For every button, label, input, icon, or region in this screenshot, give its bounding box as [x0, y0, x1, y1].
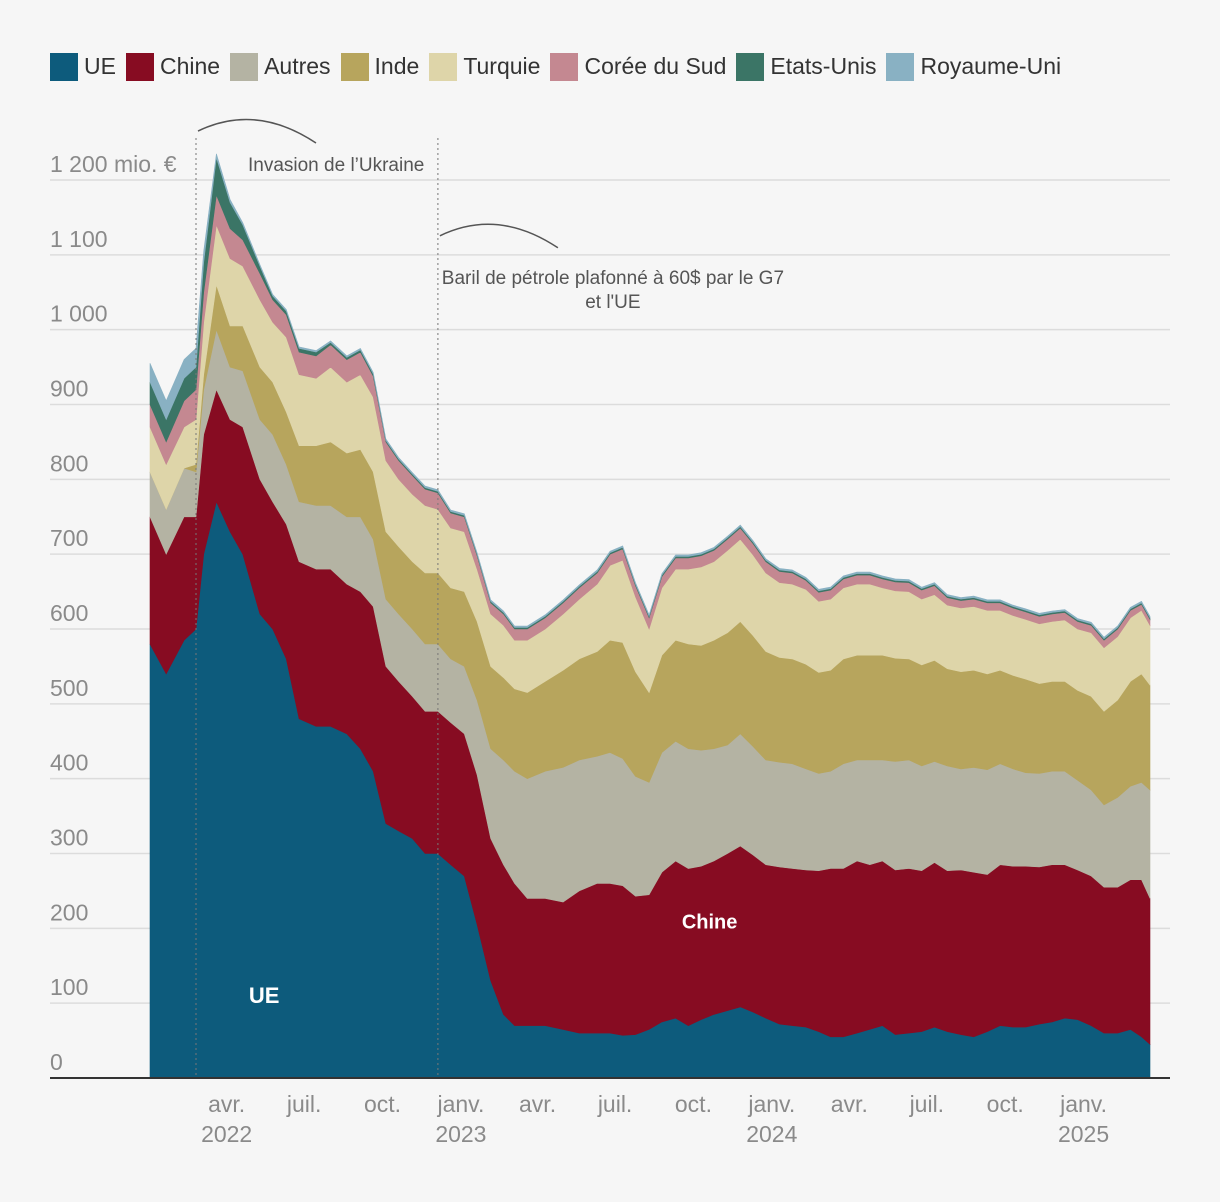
area-labels: UE Chine [249, 911, 738, 1008]
legend-swatch [230, 53, 259, 81]
x-tick-year: 2025 [1058, 1121, 1109, 1147]
x-tick-label: avr. [831, 1091, 868, 1117]
y-tick-label: 100 [50, 974, 88, 1000]
legend-swatch [550, 53, 579, 81]
area-label-Chine: Chine [682, 911, 738, 933]
legend-swatch [340, 53, 369, 81]
legend-label: Turquie [463, 53, 541, 79]
legend-item-6: Etats-Unis [736, 53, 877, 81]
y-tick-label: 800 [50, 450, 88, 476]
annotation-text: et l'UE [585, 292, 640, 313]
y-tick-label: 700 [50, 525, 88, 551]
y-tick-label: 1 100 [50, 226, 108, 252]
legend-swatch [886, 53, 915, 81]
x-tick-year: 2024 [746, 1121, 797, 1147]
legend-label: Chine [159, 53, 221, 79]
y-tick-label: 1 200 mio. € [50, 151, 177, 177]
y-tick-label: 0 [50, 1049, 63, 1075]
legend-label: Royaume-Uni [920, 53, 1062, 79]
y-tick-label: 600 [50, 600, 88, 626]
legend: UE Chine Autres Inde Turquie Corée du Sud Etat… [50, 50, 1160, 83]
legend-label: Etats-Unis [770, 53, 877, 79]
area-label-UE: UE [249, 983, 280, 1008]
x-axis: avr. 2022 juil. oct. janv. 2023 avr. juil. oct. j… [50, 1077, 1170, 1147]
legend-label: UE [84, 53, 116, 79]
x-tick-label: oct. [987, 1091, 1024, 1117]
legend-item-4: Turquie [429, 53, 541, 81]
legend-swatch [125, 53, 154, 81]
annotation-text: Invasion de l’Ukraine [248, 155, 424, 176]
legend-item-1: Chine [125, 53, 221, 81]
x-tick-label: oct. [675, 1091, 712, 1117]
x-tick-year: 2022 [201, 1121, 252, 1147]
y-axis: 0 100 200 300 400 500 600 700 800 900 1 000 1 100 1 … [50, 151, 177, 1075]
x-tick-label: juil. [597, 1091, 633, 1117]
legend-swatch [736, 53, 765, 81]
x-tick-label: juil. [286, 1091, 322, 1117]
legend-item-5: Corée du Sud [550, 53, 727, 81]
x-tick-label: janv. [747, 1091, 795, 1117]
y-tick-label: 500 [50, 675, 88, 701]
legend-label: Autres [264, 53, 331, 79]
x-tick-label: juil. [909, 1091, 945, 1117]
legend-item-0: UE [50, 53, 116, 81]
y-tick-label: 200 [50, 899, 88, 925]
legend-label: Inde [374, 53, 420, 79]
legend-swatch [50, 53, 78, 81]
legend-item-2: Autres [230, 53, 331, 81]
x-tick-label: oct. [364, 1091, 401, 1117]
annotation-arrow [197, 118, 317, 144]
x-tick-label: avr. [208, 1091, 245, 1117]
x-tick-label: janv. [436, 1091, 484, 1117]
x-tick-label: avr. [519, 1091, 556, 1117]
legend-item-7: Royaume-Uni [886, 53, 1062, 81]
annotation-arrow [439, 223, 559, 249]
legend-item-3: Inde [340, 53, 420, 81]
x-tick-year: 2023 [435, 1121, 486, 1147]
y-tick-label: 900 [50, 376, 88, 402]
legend-swatch [429, 53, 458, 81]
x-tick-label: janv. [1059, 1091, 1107, 1117]
legend-label: Corée du Sud [584, 53, 727, 79]
y-tick-label: 300 [50, 825, 88, 851]
annotations: Invasion de l’Ukraine Baril de pétrole pl… [195, 118, 784, 1078]
annotation-text: Baril de pétrole plafonné à 60$ par le G… [442, 268, 784, 289]
area-Royaume-Uni [149, 153, 1151, 640]
areas [149, 153, 1151, 1079]
y-tick-label: 1 000 [50, 301, 108, 327]
y-tick-label: 400 [50, 750, 88, 776]
